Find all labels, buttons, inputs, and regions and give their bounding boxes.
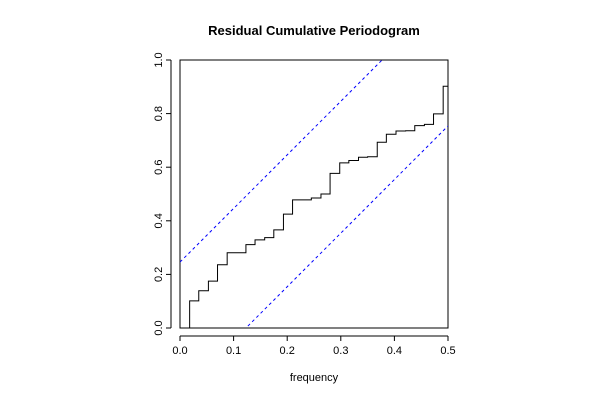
x-tick-label: 0.1 [226, 345, 241, 357]
lower-confidence-bound-line [245, 125, 448, 328]
plot-frame [179, 59, 449, 329]
series-layer [180, 60, 448, 328]
x-tick-label: 0.0 [172, 345, 187, 357]
y-axis-ticks: 0.0 0.2 0.4 0.6 0.8 1.0 [153, 52, 171, 336]
cumulative-periodogram-line [189, 69, 448, 328]
x-tick-label: 0.5 [440, 345, 455, 357]
y-tick-label: 0.6 [153, 160, 165, 175]
chart-title: Residual Cumulative Periodogram [208, 23, 420, 38]
x-tick-label: 0.4 [387, 345, 402, 357]
y-tick-label: 1.0 [153, 52, 165, 67]
x-tick-label: 0.2 [280, 345, 295, 357]
x-axis-label: frequency [290, 372, 339, 384]
y-tick-label: 0.8 [153, 106, 165, 121]
x-tick-label: 0.3 [333, 345, 348, 357]
y-tick-label: 0.4 [153, 213, 165, 228]
x-axis-ticks: 0.0 0.1 0.2 0.3 0.4 0.5 [172, 336, 456, 357]
y-tick-label: 0.0 [153, 320, 165, 335]
y-tick-label: 0.2 [153, 267, 165, 282]
